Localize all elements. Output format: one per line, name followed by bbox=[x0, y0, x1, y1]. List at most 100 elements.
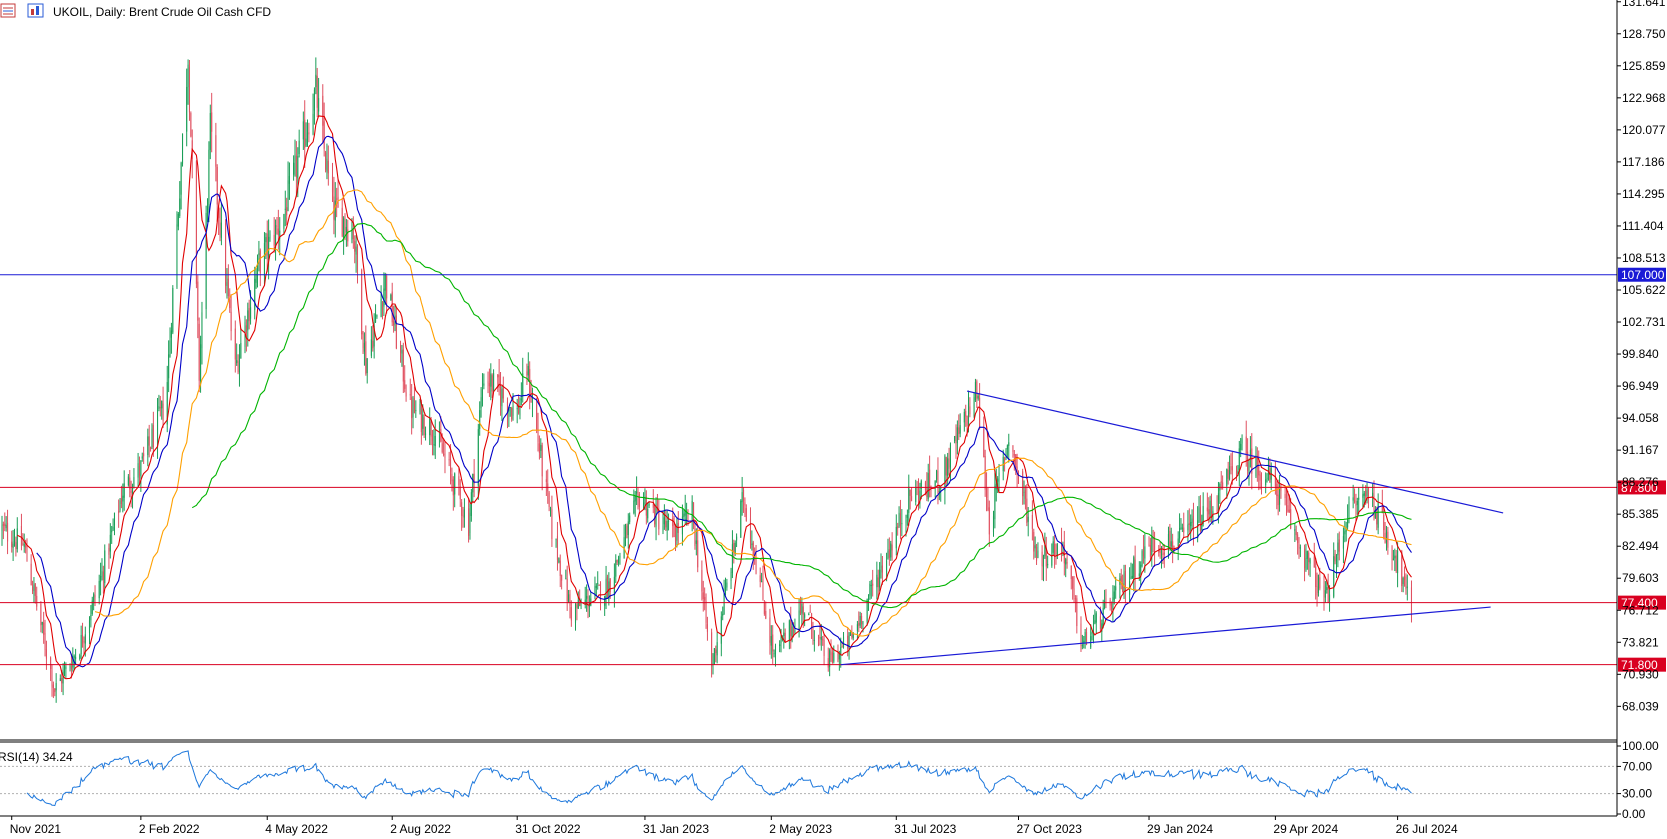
candle bbox=[112, 518, 114, 531]
candle bbox=[1241, 434, 1243, 451]
candle bbox=[637, 487, 639, 510]
candle bbox=[1309, 557, 1311, 577]
candle bbox=[269, 230, 271, 242]
y-tick-label: 99.840 bbox=[1622, 347, 1659, 361]
candle bbox=[104, 544, 106, 589]
candle bbox=[1199, 495, 1201, 533]
candle bbox=[616, 559, 618, 566]
candle bbox=[286, 197, 288, 226]
candle bbox=[283, 213, 285, 235]
candle bbox=[695, 528, 697, 556]
candle bbox=[955, 424, 957, 459]
candle bbox=[1256, 447, 1258, 482]
trendline[interactable] bbox=[840, 606, 1491, 666]
candle bbox=[1123, 564, 1125, 599]
candle bbox=[908, 474, 910, 526]
candle bbox=[198, 317, 200, 393]
rsi-tick-label: 30.00 bbox=[1622, 787, 1652, 801]
candle bbox=[1316, 572, 1318, 607]
candle bbox=[1219, 482, 1221, 504]
candle bbox=[497, 374, 499, 392]
candle bbox=[1086, 627, 1088, 646]
candle bbox=[1154, 531, 1156, 567]
candle bbox=[90, 605, 92, 628]
candle bbox=[1329, 585, 1331, 612]
candle bbox=[837, 644, 839, 663]
candle bbox=[643, 492, 645, 510]
candle bbox=[1083, 635, 1085, 649]
candle bbox=[626, 523, 628, 539]
rsi-label: RSI(14) 34.24 bbox=[0, 750, 73, 764]
candle bbox=[655, 497, 657, 541]
candle bbox=[119, 497, 121, 513]
candle bbox=[658, 499, 660, 536]
candle bbox=[812, 621, 814, 645]
candle bbox=[293, 155, 295, 181]
candle bbox=[645, 490, 647, 525]
candle bbox=[1177, 531, 1179, 561]
candle bbox=[491, 373, 493, 399]
candle bbox=[356, 244, 359, 284]
candle bbox=[799, 596, 802, 616]
svg-text:87.800: 87.800 bbox=[1621, 481, 1658, 495]
candle bbox=[713, 648, 715, 665]
candle bbox=[82, 622, 84, 648]
candle bbox=[886, 552, 888, 582]
candle bbox=[373, 313, 375, 359]
candle bbox=[726, 578, 728, 591]
candle bbox=[1042, 554, 1045, 582]
candle bbox=[454, 472, 456, 508]
candle bbox=[1383, 508, 1385, 540]
candle bbox=[499, 372, 502, 416]
candle bbox=[1295, 525, 1297, 541]
candle bbox=[1266, 473, 1268, 483]
chart-type-icon[interactable] bbox=[27, 3, 44, 18]
bars-icon[interactable] bbox=[0, 3, 16, 18]
candle bbox=[1133, 555, 1135, 592]
x-tick-label: 26 Jul 2024 bbox=[1396, 822, 1458, 836]
svg-text:71.800: 71.800 bbox=[1621, 658, 1658, 672]
candle bbox=[211, 92, 213, 153]
candle bbox=[969, 397, 971, 418]
candle bbox=[150, 446, 152, 452]
trendline[interactable] bbox=[966, 390, 1504, 514]
candle bbox=[994, 472, 996, 529]
moving-averages bbox=[17, 115, 1412, 680]
candle bbox=[856, 620, 858, 640]
candle bbox=[327, 145, 329, 186]
candle bbox=[697, 525, 699, 573]
candle bbox=[1, 515, 3, 546]
candle bbox=[831, 647, 833, 664]
candle bbox=[326, 143, 328, 180]
candle bbox=[676, 517, 678, 548]
candle bbox=[1334, 549, 1336, 565]
candle bbox=[288, 162, 290, 200]
x-tick-label: 2 Feb 2022 bbox=[139, 822, 200, 836]
candle bbox=[731, 530, 733, 579]
candle bbox=[558, 557, 560, 564]
candle bbox=[576, 603, 578, 621]
candle bbox=[1305, 543, 1307, 572]
candle bbox=[209, 104, 211, 160]
candle bbox=[33, 577, 35, 604]
candle bbox=[1410, 580, 1413, 623]
candle bbox=[920, 479, 922, 500]
candle bbox=[509, 406, 511, 417]
candle bbox=[430, 417, 432, 446]
candle bbox=[619, 552, 621, 565]
candle bbox=[947, 452, 949, 486]
candle bbox=[32, 580, 34, 595]
candle bbox=[887, 538, 889, 560]
candle bbox=[468, 498, 470, 543]
candle bbox=[440, 416, 442, 443]
candle bbox=[219, 207, 221, 242]
candle bbox=[551, 495, 553, 547]
candle bbox=[415, 400, 417, 418]
candle bbox=[556, 521, 558, 571]
candle bbox=[673, 515, 675, 538]
rsi-line bbox=[26, 750, 1412, 807]
candle bbox=[197, 275, 199, 339]
candle bbox=[113, 512, 116, 536]
candle bbox=[1397, 542, 1399, 588]
candle bbox=[215, 122, 217, 182]
